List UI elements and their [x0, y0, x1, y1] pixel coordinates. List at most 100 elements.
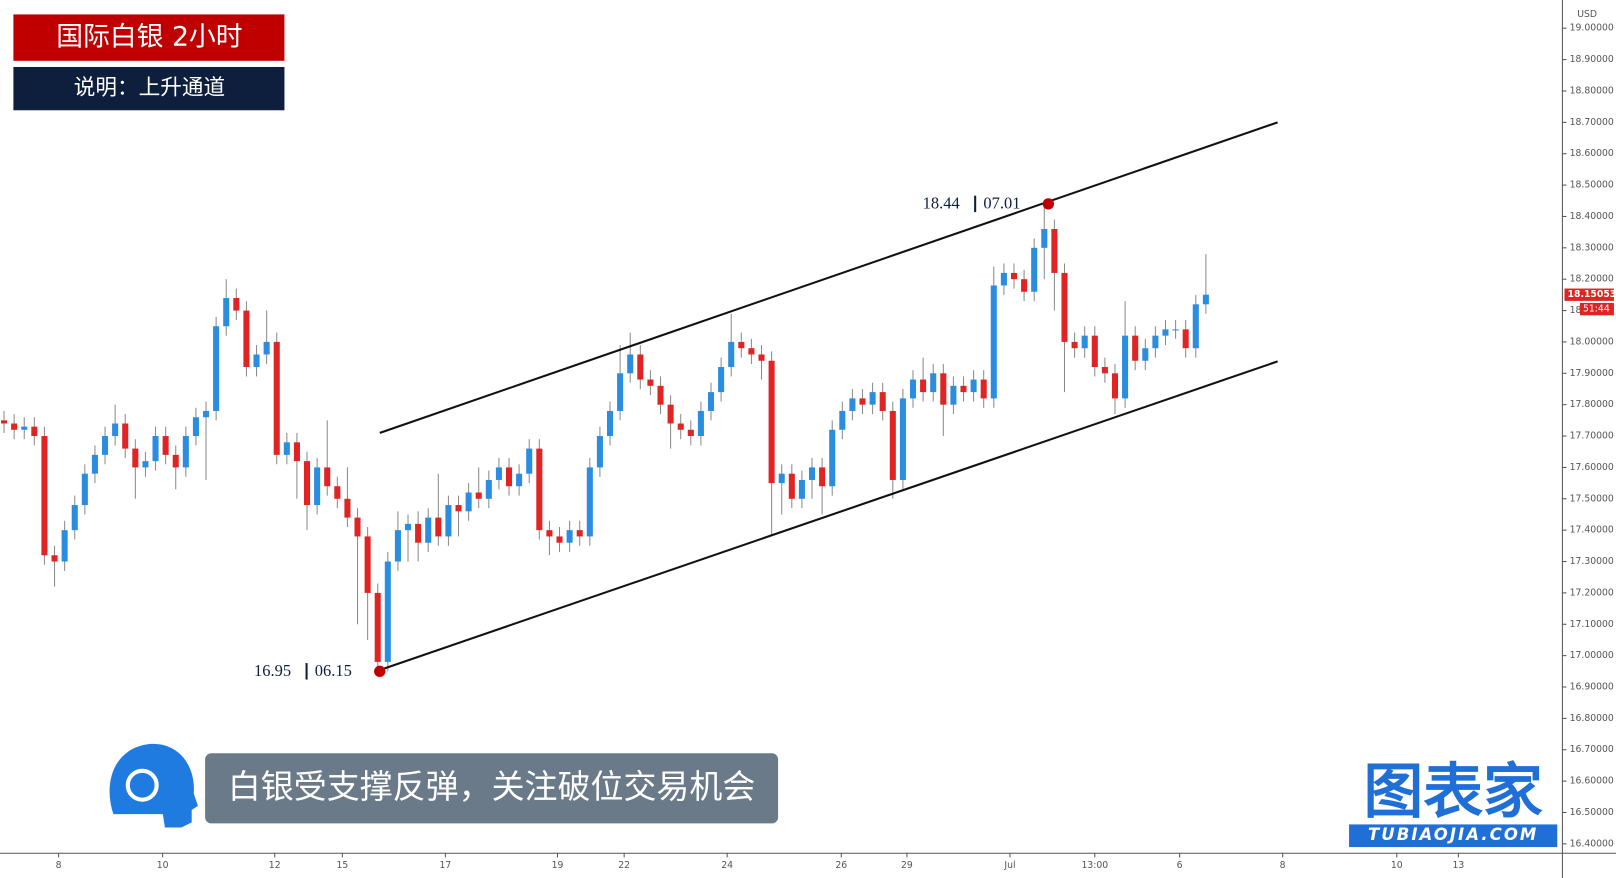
candle-body	[1, 420, 8, 424]
candle-body	[1000, 272, 1007, 286]
candle-body	[788, 473, 795, 499]
y-tick-label: 17.20000	[1570, 587, 1614, 598]
x-tick-label: 26	[835, 860, 847, 871]
y-tick-label: 17.60000	[1570, 462, 1614, 473]
pivot-point	[1042, 198, 1055, 210]
x-tick-label: 19	[552, 860, 564, 871]
candle-body	[596, 436, 603, 468]
last-price-box	[1564, 288, 1614, 301]
candle-body	[859, 398, 866, 405]
candle-body	[485, 479, 492, 499]
candle-body	[718, 367, 725, 393]
candle-body	[1162, 329, 1169, 336]
channel-line	[379, 360, 1278, 672]
y-tick-label: 18.50000	[1570, 180, 1614, 191]
candle-body	[192, 417, 199, 437]
candle-body	[1081, 335, 1088, 349]
y-tick-label: 17.00000	[1570, 650, 1614, 661]
candle-body	[495, 467, 502, 480]
candle-body	[404, 523, 412, 531]
candle-body	[334, 486, 341, 499]
candle-body	[849, 398, 856, 411]
y-tick-label: 18.90000	[1570, 54, 1614, 65]
countdown-label: 51:44	[1583, 304, 1610, 315]
candle-body	[475, 492, 482, 499]
y-tick-label: 16.90000	[1570, 682, 1614, 693]
candle-body	[61, 530, 68, 562]
candle-body	[172, 454, 179, 468]
candle-body	[1051, 229, 1058, 273]
y-tick-label: 18.20000	[1570, 274, 1614, 285]
candle-body	[445, 505, 452, 537]
candle-body	[455, 505, 462, 512]
title-box	[13, 14, 285, 61]
candle-body	[970, 379, 977, 393]
candle-body	[980, 379, 987, 399]
y-tick-label: 16.40000	[1570, 838, 1614, 849]
x-tick-label: 6	[1177, 860, 1183, 871]
y-tick-label: 17.10000	[1570, 619, 1614, 630]
candle-body	[808, 467, 816, 480]
x-tick-label: 10	[157, 860, 169, 871]
candle-body	[940, 373, 947, 405]
y-tick-label: 18.30000	[1570, 242, 1614, 253]
candle-body	[132, 448, 139, 468]
candle-body	[617, 373, 624, 411]
candle-body	[960, 385, 967, 393]
logo-name: 图表家	[1364, 758, 1544, 827]
candle-body	[566, 530, 573, 543]
candle-body	[112, 423, 119, 437]
x-tick-label: Jul	[1003, 860, 1015, 871]
candle-body	[1192, 304, 1199, 349]
candle-body	[364, 536, 371, 593]
candle-body	[293, 442, 300, 462]
candle-body	[344, 498, 351, 518]
pivot-date: 07.01	[983, 194, 1020, 213]
candle-body	[879, 392, 886, 411]
candle-body	[102, 436, 109, 455]
candle-body	[1010, 272, 1018, 280]
candle-body	[889, 410, 896, 480]
candle-body	[606, 410, 614, 437]
caption: 白银受支撑反弹，关注破位交易机会	[228, 767, 756, 806]
logo-bar	[1349, 824, 1558, 848]
candle-body	[384, 561, 391, 662]
x-tick-label: 29	[901, 860, 913, 871]
candle-body	[314, 467, 321, 506]
candle-body	[586, 467, 593, 537]
x-tick-label: 13:00	[1081, 860, 1108, 871]
candle-body	[71, 505, 78, 531]
pivot-date: 06.15	[315, 661, 352, 680]
candle-body	[1061, 272, 1068, 342]
candle-body	[213, 326, 220, 411]
candle-body	[990, 285, 997, 399]
candle-body	[909, 379, 917, 399]
y-tick-label: 16.70000	[1570, 744, 1614, 755]
candle-body	[21, 426, 28, 430]
candle-body	[667, 404, 674, 424]
x-tick-label: 24	[721, 860, 733, 871]
candle-body	[637, 354, 644, 380]
pivot-point	[374, 665, 386, 677]
candle-body	[31, 426, 38, 437]
candle-body	[394, 530, 401, 562]
x-tick-label: 10	[1391, 860, 1403, 871]
candle-body	[425, 517, 432, 543]
candle-body	[687, 429, 694, 437]
candle-body	[122, 423, 129, 449]
candle-body	[1152, 335, 1159, 349]
caption-box	[205, 753, 779, 824]
candle-body	[657, 385, 664, 405]
head-circuit	[125, 768, 159, 802]
y-tick-label: 17.40000	[1570, 525, 1614, 536]
title: 国际白银 2小时	[56, 22, 242, 53]
y-tick-label: 17.30000	[1570, 556, 1614, 567]
candle-body	[283, 442, 290, 455]
candle-body	[182, 436, 189, 468]
candle-body	[324, 467, 331, 487]
candle-body	[526, 448, 533, 474]
candle-body	[1041, 229, 1048, 248]
candle-body	[1031, 247, 1038, 292]
candle-body	[303, 461, 311, 506]
